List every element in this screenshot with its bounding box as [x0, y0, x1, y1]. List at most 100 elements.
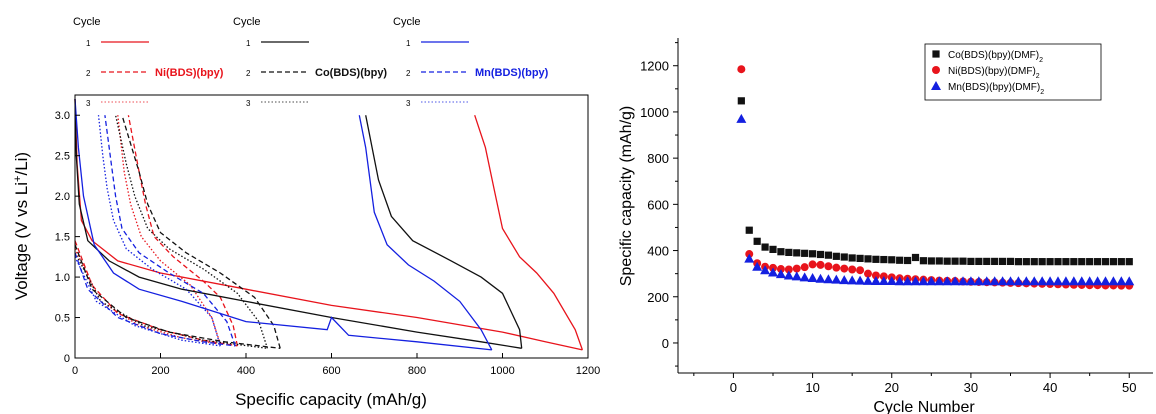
left-y-axis-label-main: Voltage (V vs Li: [12, 182, 31, 300]
point-co: [959, 257, 967, 265]
legend-marker-ni: [932, 66, 940, 74]
point-mn: [1068, 276, 1079, 286]
point-co: [864, 255, 872, 263]
curve-mn-cycle-3-17: [97, 115, 221, 347]
point-co: [903, 256, 912, 265]
point-mn: [863, 275, 873, 285]
right-y-axis-label: Specific capacity (mAh/g): [618, 106, 635, 287]
legend-cycle-number: 3: [406, 99, 411, 108]
point-ni: [737, 65, 746, 74]
legend-label-mn: Mn(BDS)(bpy)(DMF)2: [948, 82, 1044, 96]
right-x-axis-label: Cycle Number: [873, 399, 975, 414]
point-mn: [1108, 276, 1119, 286]
point-co: [935, 257, 943, 265]
legend-label-main: Mn(BDS)(bpy)(DMF): [948, 82, 1040, 93]
point-co: [1022, 258, 1030, 266]
point-co: [816, 250, 825, 259]
point-mn: [744, 253, 755, 263]
legend-cycle-number: 2: [246, 69, 251, 78]
voltage-capacity-chart: 0 200 400 600 800 1000 1200 0 0.5 1.0 1.5 2.0 2.5 3.0…: [12, 16, 600, 409]
point-mn: [1045, 276, 1056, 286]
point-mn: [799, 272, 810, 282]
right-legend: Co(BDS)(bpy)(DMF)2 Ni(BDS)(bpy)(DMF) 2Mn(B…: [924, 43, 1102, 101]
legend-label-sub: 2: [1040, 89, 1044, 96]
point-co: [1086, 258, 1094, 266]
point-mn: [950, 276, 961, 286]
legend-cycle-number: 1: [406, 39, 411, 48]
point-co: [808, 250, 817, 258]
right-x-tick-label: 10: [805, 380, 819, 395]
point-mn: [775, 269, 786, 279]
point-mn: [902, 276, 913, 286]
cycle-legend: Cycle 1 2 3 Ni(BDS)(bpy) Cycle 1 2 3 Co(BDS)(bpy)…: [73, 16, 549, 108]
point-co: [761, 243, 769, 251]
left-y-tick-label: 1.5: [55, 232, 70, 244]
point-co: [1006, 257, 1015, 266]
point-mn: [839, 275, 850, 285]
point-ni: [864, 269, 872, 278]
curve-ni-cycle-2-2: [74, 240, 238, 347]
point-mn: [752, 261, 763, 271]
left-y-axis-label-tail: /Li): [12, 152, 31, 176]
point-mn: [997, 276, 1008, 286]
left-y-tick-label: 3.0: [55, 110, 70, 122]
point-mn: [1100, 276, 1111, 286]
point-co: [1109, 258, 1118, 266]
point-mn: [910, 276, 921, 286]
point-mn: [760, 265, 771, 275]
point-co: [983, 257, 991, 266]
legend-title-cycle: Cycle: [73, 16, 101, 28]
point-mn: [981, 276, 992, 286]
point-co: [1046, 258, 1054, 266]
legend-cycle-number: 1: [86, 39, 91, 48]
right-y-tick-label: 1000: [640, 105, 669, 120]
legend-series-co: Co(BDS)(bpy): [315, 67, 387, 79]
curve-mn-cycle-1-12: [74, 98, 492, 351]
point-ni: [800, 263, 809, 272]
curve-mn-cycle-3-16: [74, 256, 221, 347]
point-co: [975, 257, 983, 266]
point-ni: [776, 265, 785, 274]
point-mn: [1005, 276, 1016, 286]
legend-title-cycle: Cycle: [233, 16, 261, 28]
point-co: [991, 257, 999, 266]
curve-ni-cycle-1-1: [474, 114, 584, 351]
left-y-tick-label: 0.5: [55, 313, 70, 325]
point-co: [896, 256, 904, 264]
left-x-axis-label: Specific capacity (mAh/g): [235, 390, 427, 409]
point-co: [927, 257, 935, 265]
legend-cycle-number: 3: [246, 99, 251, 108]
point-mn: [1092, 276, 1103, 286]
curve-mn-cycle-2-15: [104, 115, 236, 347]
legend-series-ni: Ni(BDS)(bpy): [155, 67, 224, 79]
legend-cycle-number: 1: [246, 39, 251, 48]
point-co: [919, 257, 928, 265]
point-co: [1078, 258, 1086, 266]
right-y-tick-label: 1200: [640, 59, 669, 74]
legend-cycle-number: 2: [86, 69, 91, 78]
left-y-tick-label: 0: [64, 353, 70, 365]
left-x-tick-label: 1200: [576, 365, 600, 377]
legend-label-co: Co(BDS)(bpy)(DMF)2: [948, 50, 1043, 64]
point-co: [785, 248, 793, 256]
capacity-points: [736, 65, 1135, 290]
legend-label-main: Ni(BDS)(bpy)(DMF): [948, 66, 1036, 77]
point-co: [848, 254, 856, 262]
left-x-tick-label: 1000: [490, 365, 514, 377]
point-mn: [942, 276, 953, 286]
point-co: [801, 249, 809, 257]
point-co: [856, 254, 864, 263]
point-co: [943, 257, 951, 265]
point-co: [880, 255, 888, 264]
point-mn: [831, 274, 842, 284]
point-mn: [815, 273, 826, 283]
point-ni: [832, 263, 841, 272]
right-y-tick-label: 600: [647, 197, 669, 212]
curve-ni-cycle-2-3: [127, 115, 239, 347]
point-co: [1038, 258, 1046, 266]
right-x-tick-label: 50: [1122, 380, 1136, 395]
point-mn: [768, 267, 778, 277]
point-co: [777, 248, 785, 256]
point-co: [745, 226, 753, 234]
